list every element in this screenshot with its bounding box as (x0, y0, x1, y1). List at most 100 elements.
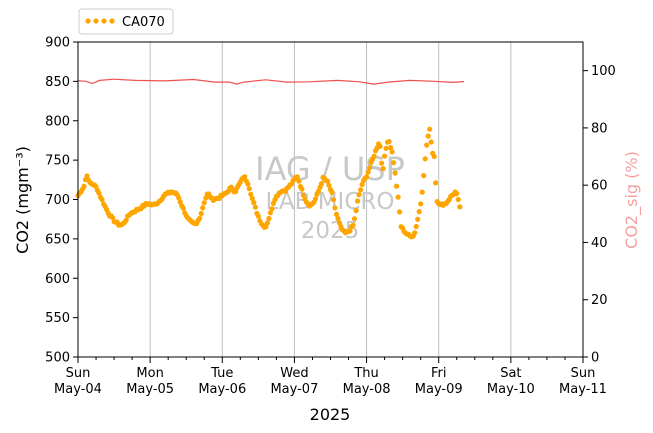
y-tick-label: 650 (45, 232, 70, 247)
data-point (353, 208, 359, 214)
data-point (392, 170, 398, 176)
data-point (267, 210, 273, 216)
data-point (84, 173, 90, 179)
data-point (266, 215, 272, 222)
x-tick-label-date: May-06 (198, 382, 246, 397)
data-point (96, 190, 102, 196)
data-point (367, 165, 373, 171)
y-tick-label: 750 (45, 154, 70, 169)
data-point (249, 195, 255, 202)
legend-dot (93, 18, 99, 24)
x-tick-label-date: May-07 (270, 382, 318, 397)
y-tick-label: 800 (45, 114, 70, 129)
data-point (386, 139, 392, 145)
data-point (312, 196, 319, 202)
y-axis-left: 500 550 600 650 700 750 800 850 900 (45, 36, 78, 366)
x-tick-label-day: Mon (136, 366, 163, 381)
data-point (81, 183, 87, 189)
data-point (424, 142, 430, 148)
legend-dot (109, 18, 115, 24)
y2-tick-label: 20 (591, 293, 608, 308)
y-axis-title: CO2 (mgm⁻³) (13, 146, 32, 254)
legend-label-ca070: CA070 (122, 15, 165, 30)
x-tick-label-date: May-08 (343, 382, 391, 397)
data-point (200, 205, 206, 211)
data-point (299, 186, 305, 192)
x-tick-label-day: Wed (280, 366, 308, 381)
data-point (251, 200, 257, 206)
data-point (359, 181, 365, 188)
y2-axis-title: CO2_sig (%) (622, 151, 642, 249)
data-point (252, 204, 258, 210)
series-co2-sig (77, 78, 465, 85)
data-point (433, 180, 439, 186)
data-point (397, 209, 403, 215)
data-point (201, 200, 207, 206)
y-tick-label: 500 (45, 351, 70, 366)
data-point (388, 145, 394, 151)
data-point (296, 178, 302, 184)
y2-tick-label: 0 (591, 351, 599, 366)
y2-tick-label: 40 (591, 236, 608, 251)
data-point (203, 195, 209, 201)
y2-tick-label: 100 (591, 64, 616, 79)
x-tick-label-day: Sun (66, 366, 91, 381)
data-point (382, 153, 388, 159)
data-point (395, 194, 401, 200)
data-point (379, 160, 385, 166)
data-point (422, 156, 428, 162)
data-point (248, 191, 254, 197)
data-point (264, 220, 270, 226)
data-point (413, 223, 419, 230)
data-point (180, 205, 186, 211)
x-tick-label-day: Sat (500, 366, 521, 381)
data-point (364, 174, 370, 180)
data-point (197, 215, 203, 221)
data-point (394, 183, 400, 189)
data-point (242, 174, 248, 180)
data-point (176, 195, 182, 201)
data-point (431, 153, 437, 160)
data-point (356, 192, 362, 198)
data-point (455, 196, 461, 203)
x-tick-label-day: Fri (431, 366, 447, 381)
data-point (318, 181, 325, 187)
legend-dot (101, 18, 107, 24)
y-tick-label: 550 (45, 311, 70, 326)
x-tick-label-date: May-05 (126, 382, 174, 397)
data-point (315, 188, 322, 194)
y-axis-right: 0 20 40 60 80 100 (583, 64, 616, 366)
x-tick-label-date: May-09 (415, 382, 463, 397)
x-tick-label-day: Tue (210, 366, 233, 381)
x-axis: SunMay-04MonMay-05TueMay-06WedMay-07ThuM… (54, 357, 607, 397)
x-tick-label-day: Sun (571, 366, 596, 381)
data-point (333, 211, 340, 217)
data-point (355, 198, 361, 204)
data-point (294, 174, 300, 180)
data-point (416, 209, 422, 215)
data-point (335, 216, 341, 222)
y2-tick-label: 60 (591, 179, 608, 194)
data-point (99, 197, 105, 203)
data-point (245, 181, 251, 187)
legend-marker-ca070 (85, 18, 115, 24)
data-point (350, 222, 356, 228)
x-tick-label-date: May-04 (54, 382, 102, 397)
legend: CA070 (78, 8, 174, 35)
y-tick-label: 600 (45, 272, 70, 287)
data-point (358, 187, 364, 193)
data-point (198, 210, 204, 217)
y-tick-label: 700 (45, 193, 70, 208)
data-point (415, 216, 421, 222)
data-point (371, 153, 377, 159)
data-point (329, 189, 335, 195)
series-ca070 (75, 126, 463, 240)
data-point (347, 228, 353, 234)
legend-dot (85, 18, 91, 24)
y2-tick-label: 80 (591, 121, 608, 136)
data-point (233, 188, 239, 195)
data-point (454, 191, 460, 197)
x-tick-label-date: May-10 (487, 382, 535, 397)
data-point (425, 133, 431, 139)
